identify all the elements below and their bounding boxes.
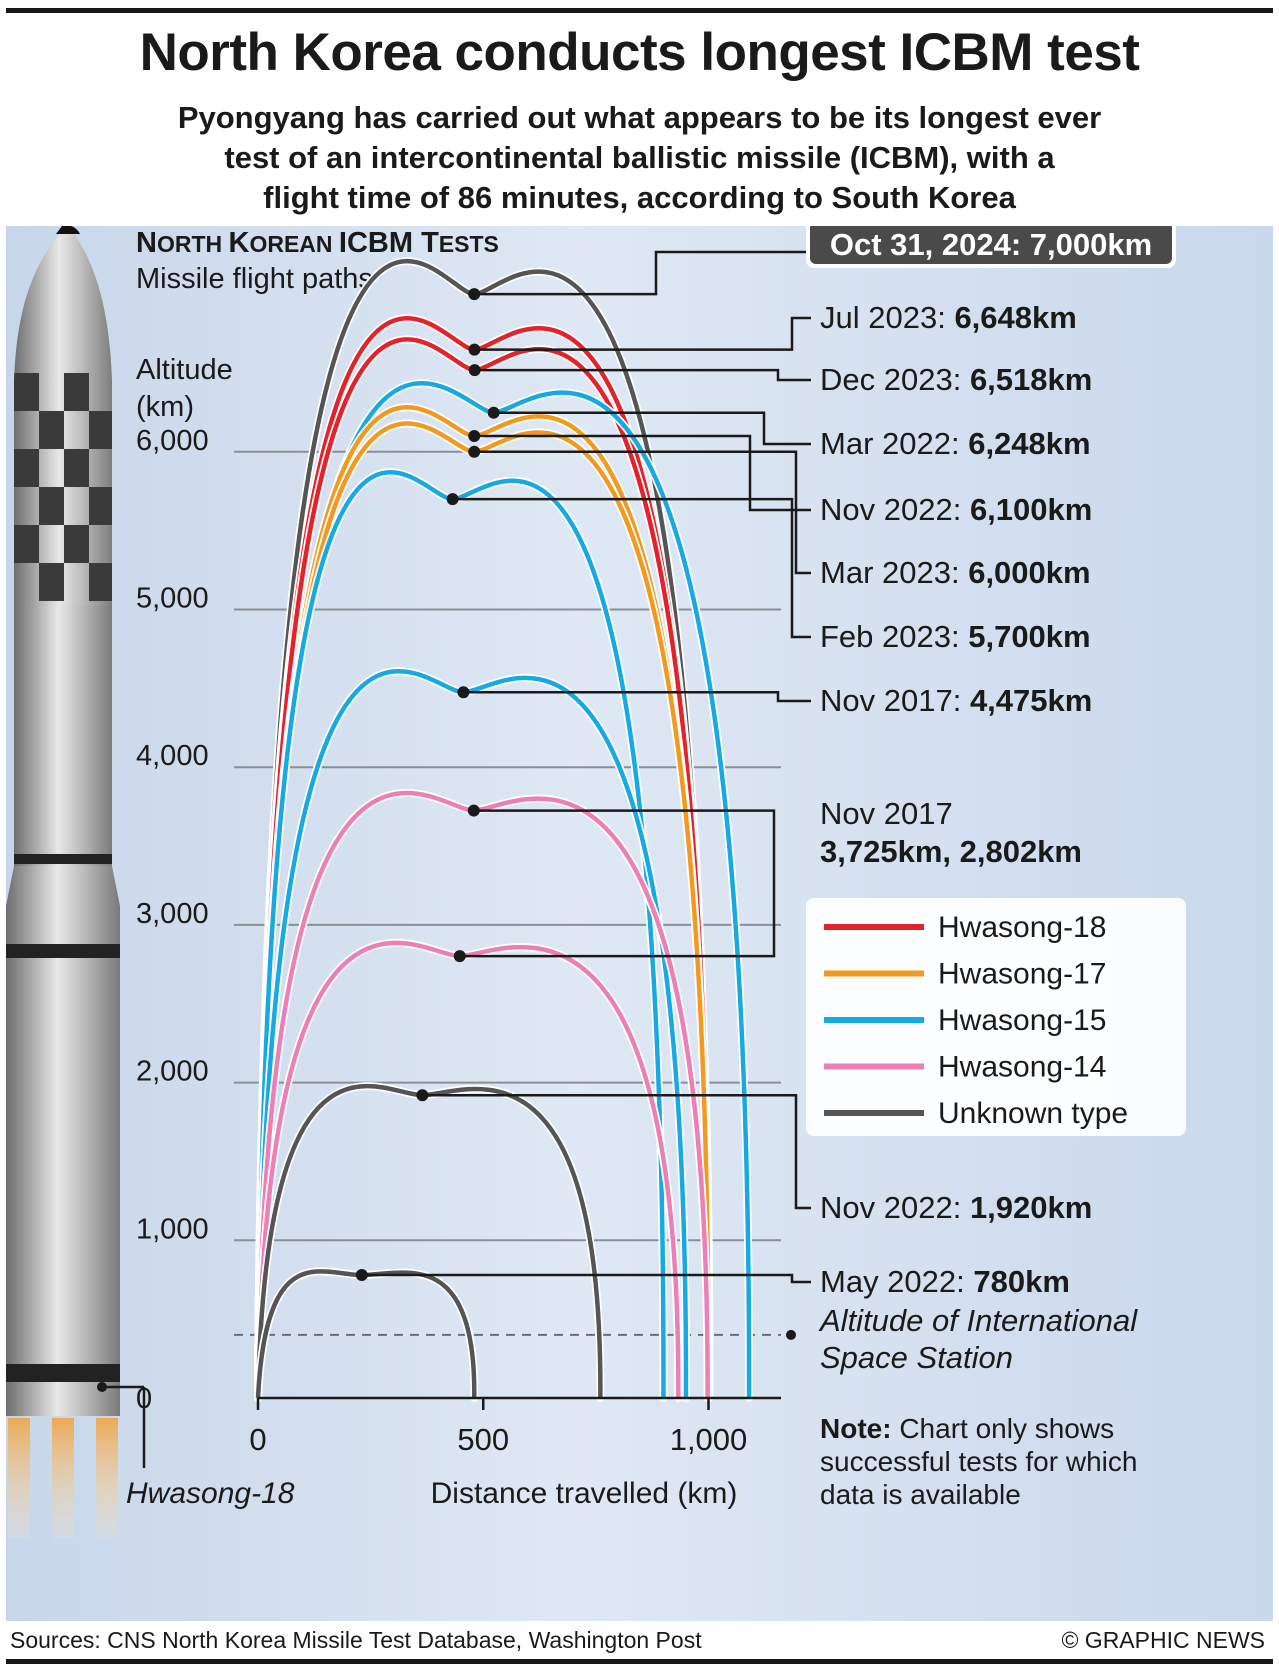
legend-label: Hwasong-17	[938, 958, 1106, 991]
y-tick-label: 5,000	[136, 583, 209, 615]
y-tick-label: 4,000	[136, 740, 209, 772]
apex-dot	[355, 1268, 368, 1281]
y-axis-label-line2: (km)	[136, 391, 194, 423]
leader-lines	[361, 250, 811, 1284]
legend-label: Hwasong-15	[938, 1004, 1106, 1037]
series-label: May 2022: 780km	[820, 1264, 1070, 1299]
legend-label: Unknown type	[938, 1097, 1128, 1130]
missile-illustration	[6, 226, 120, 1538]
apex-dot	[468, 445, 481, 458]
x-tick-label: 1,000	[670, 1422, 748, 1457]
chart-panel: NORTH KOREAN ICBM TESTS Missile flight p…	[6, 226, 1273, 1621]
series-label: Jul 2023: 6,648km	[820, 300, 1077, 335]
credit-text: © GRAPHIC NEWS	[1061, 1627, 1265, 1653]
flight-paths	[254, 257, 754, 1402]
series-label: Feb 2023: 5,700km	[820, 619, 1091, 654]
reference-dot	[786, 1329, 796, 1340]
reference-label: Space Station	[820, 1340, 1013, 1375]
checker-pattern	[14, 373, 112, 601]
flight-path	[255, 421, 711, 1399]
y-tick-label: 2,000	[136, 1056, 209, 1088]
flight-path-outline	[254, 1082, 605, 1402]
legend: Hwasong-18 Hwasong-17 Hwasong-15 Hwasong-14…	[806, 898, 1186, 1136]
series-label: Nov 2022: 1,920km	[820, 1190, 1092, 1225]
leader-line	[474, 250, 811, 296]
sources-text: Sources: CNS North Korea Missile Test Da…	[10, 1627, 702, 1653]
reference-label: Altitude of International	[818, 1303, 1138, 1338]
series-label: Mar 2022: 6,248km	[820, 426, 1091, 461]
flight-path-outline	[254, 468, 668, 1402]
x-tick-label: 0	[249, 1422, 266, 1457]
subtitle-line: flight time of 86 minutes, according to …	[263, 180, 1016, 215]
leader-line	[474, 434, 811, 512]
apex-dot	[468, 343, 481, 356]
x-axis: 0 500 1,000	[249, 1396, 781, 1457]
y-tick-label: 6,000	[136, 425, 209, 457]
series-labels: Oct 31, 2024: 7,000km Jul 2023: 6,648km De…	[806, 226, 1176, 1299]
leader-line	[422, 1093, 811, 1210]
subtitle-line: Pyongyang has carried out what appears t…	[177, 100, 1102, 135]
leader-line	[474, 450, 811, 575]
apex-dot	[416, 1089, 429, 1102]
top-rule	[6, 8, 1273, 13]
svg-text:data is available: data is available	[820, 1479, 1021, 1510]
y-tick-label: 1,000	[136, 1213, 209, 1245]
leader-line	[361, 1273, 811, 1284]
apex-dot	[468, 364, 481, 377]
leader-line	[459, 826, 776, 958]
apex-dot	[453, 950, 466, 963]
leader-line	[474, 316, 811, 351]
leader-line	[474, 368, 811, 382]
svg-text:Note: Chart only shows: Note: Chart only shows	[820, 1413, 1114, 1444]
apex-dot	[457, 686, 470, 699]
chart-note: Note: Chart only shows successful tests …	[820, 1413, 1137, 1510]
svg-text:successful tests for which: successful tests for which	[820, 1446, 1137, 1477]
icbm-flight-path-chart: NORTH KOREAN ICBM TESTS Missile flight p…	[6, 226, 1186, 1538]
bottom-rule	[6, 1659, 1273, 1664]
chart-title: NORTH KOREAN ICBM TESTS	[136, 227, 499, 259]
series-label: Mar 2023: 6,000km	[820, 555, 1091, 590]
leader-line	[463, 691, 811, 703]
series-label-date: Nov 2017	[820, 796, 953, 831]
x-axis-label: Distance travelled (km)	[431, 1477, 738, 1510]
apex-dot	[467, 804, 480, 817]
page-subtitle: Pyongyang has carried out what appears t…	[60, 98, 1219, 218]
legend-label: Hwasong-14	[938, 1051, 1106, 1084]
subtitle-line: test of an intercontinental ballistic mi…	[224, 140, 1055, 175]
apex-dot	[468, 288, 481, 301]
leader-line	[452, 497, 811, 639]
chart-subtitle: Missile flight paths	[136, 263, 373, 295]
apex-dot	[487, 406, 500, 419]
apex-dot	[446, 493, 459, 506]
apex-dot	[468, 430, 481, 443]
leader-line	[493, 411, 811, 446]
legend-label: Hwasong-18	[938, 911, 1106, 944]
y-tick-label: 3,000	[136, 898, 209, 930]
series-label: Dec 2023: 6,518km	[820, 362, 1092, 397]
x-tick-label: 500	[457, 1422, 509, 1457]
series-label: Nov 2022: 6,100km	[820, 492, 1092, 527]
series-label: Nov 2017: 4,475km	[820, 683, 1092, 718]
series-label-value: 3,725km, 2,802km	[820, 834, 1082, 869]
y-axis-label-line1: Altitude	[136, 354, 233, 386]
highlight-box	[810, 226, 1172, 264]
leader-line	[473, 809, 776, 826]
missile-name-label: Hwasong-18	[126, 1477, 295, 1510]
series-label-highlight: Oct 31, 2024: 7,000km	[830, 227, 1152, 262]
page-title: North Korea conducts longest ICBM test	[139, 23, 1140, 82]
flight-path-outline	[254, 667, 690, 1402]
apex-dots	[355, 288, 500, 1281]
